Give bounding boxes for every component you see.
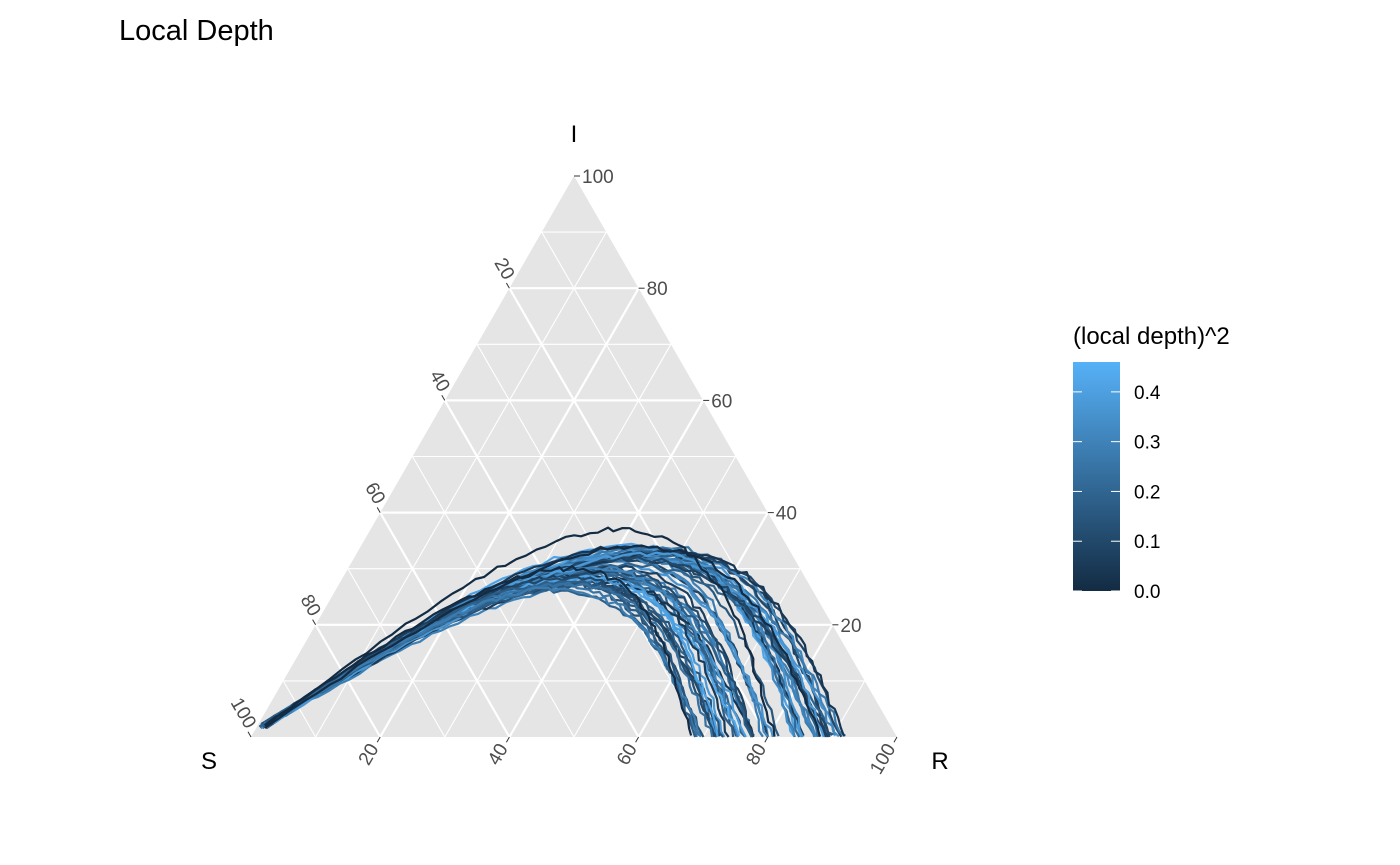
tick-label-R: 100	[866, 740, 900, 778]
tick-label-S: 100	[226, 694, 260, 732]
legend-tick-label: 0.0	[1134, 582, 1160, 603]
depth-curve-outlier	[265, 526, 776, 737]
tick-label-R: 60	[613, 740, 642, 769]
legend-tick-label: 0.2	[1134, 482, 1160, 503]
depth-curve-outlier	[264, 565, 693, 736]
legend-colorbar	[1073, 362, 1120, 591]
tick-label-I: 40	[776, 504, 797, 525]
grid-line-minor	[315, 231, 607, 738]
tick-mark-S	[505, 282, 510, 289]
vertex-label-right: R	[931, 748, 948, 775]
tick-label-I: 20	[840, 616, 861, 637]
tick-label-S: 20	[489, 255, 518, 284]
tick-mark-S	[247, 731, 252, 738]
tick-mark-R	[505, 736, 510, 743]
tick-mark-R	[376, 736, 381, 743]
tick-label-R: 80	[742, 740, 771, 769]
vertex-label-left: S	[201, 748, 217, 775]
legend-tick-label: 0.3	[1134, 433, 1160, 454]
tick-label-S: 60	[360, 479, 389, 508]
tick-label-I: 60	[711, 391, 732, 412]
grid-line-minor	[476, 344, 704, 738]
legend: (local depth)^2 0.0 0.1 0.2 0.3 0.4	[1073, 323, 1230, 603]
vertex-label-top: I	[571, 121, 578, 148]
chart-title: Local Depth	[119, 15, 274, 47]
tick-label-I: 80	[647, 279, 668, 300]
tick-mark-S	[441, 394, 446, 401]
grid-line-minor	[282, 680, 317, 738]
tick-label-R: 20	[355, 740, 384, 769]
tick-mark-S	[312, 619, 317, 626]
tick-label-S: 40	[425, 367, 454, 396]
tick-mark-S	[376, 507, 381, 513]
depth-curves	[258, 526, 847, 738]
tick-label-I: 100	[582, 167, 614, 188]
legend-ticks: 0.0 0.1 0.2 0.3 0.4	[1073, 383, 1161, 603]
tick-label-R: 40	[484, 740, 513, 769]
depth-curve-outlier	[264, 544, 821, 737]
tick-label-S: 80	[296, 591, 325, 620]
legend-tick-label: 0.1	[1134, 532, 1160, 553]
depth-curve	[265, 581, 698, 738]
legend-tick-label: 0.4	[1134, 383, 1161, 404]
tick-mark-R	[893, 736, 898, 743]
tick-mark-R	[635, 736, 640, 743]
tick-mark-R	[764, 736, 769, 743]
legend-title: (local depth)^2	[1073, 323, 1230, 350]
axis-ticks	[247, 175, 898, 743]
